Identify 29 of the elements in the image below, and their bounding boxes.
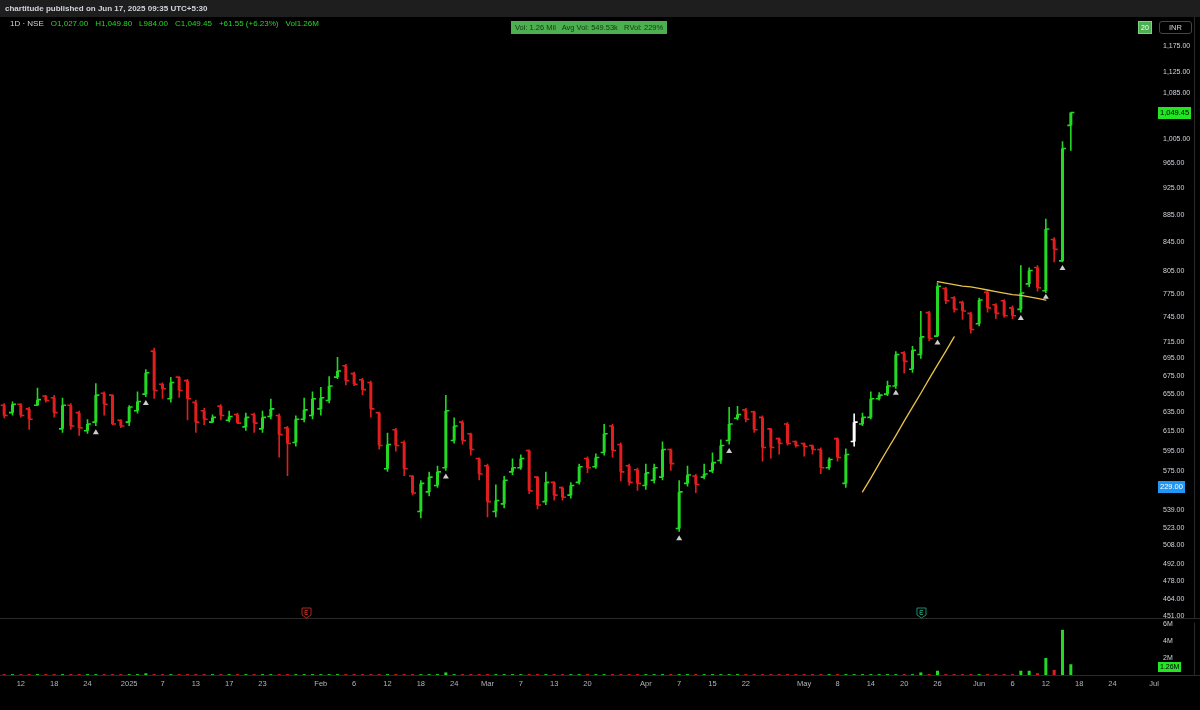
- chart-title: 1D · NSE: [10, 18, 44, 30]
- point: [1042, 293, 1049, 299]
- bar: [936, 670, 939, 675]
- candlestick: [700, 463, 708, 480]
- point: [442, 473, 449, 479]
- line-series: [861, 336, 955, 493]
- bar: [1027, 670, 1031, 675]
- point: [92, 429, 99, 435]
- annotation: Vol1.26M: [285, 18, 319, 30]
- bar: [919, 672, 923, 675]
- annotation: C1,049.45: [175, 18, 212, 30]
- bar: [1044, 657, 1048, 675]
- annotation: L984.00: [139, 18, 169, 30]
- point: [726, 447, 733, 453]
- point: [892, 389, 899, 395]
- point: [1017, 314, 1024, 320]
- bar: [444, 672, 448, 675]
- point: [676, 535, 683, 541]
- bar: [1019, 670, 1023, 675]
- line-series: [936, 281, 1047, 301]
- bar: [1052, 669, 1056, 675]
- annotation: O1,027.00: [50, 18, 89, 30]
- annotation: +61.55 (+6.23%): [218, 18, 279, 30]
- annotation: H1,049.80: [95, 18, 133, 30]
- text: chartitude published on Jun 17, 2025 09:35 UTC+5:30: [0, 0, 1200, 17]
- bar: [1069, 664, 1073, 675]
- point: [1059, 264, 1066, 270]
- bar: [1061, 629, 1064, 675]
- point: [142, 399, 149, 405]
